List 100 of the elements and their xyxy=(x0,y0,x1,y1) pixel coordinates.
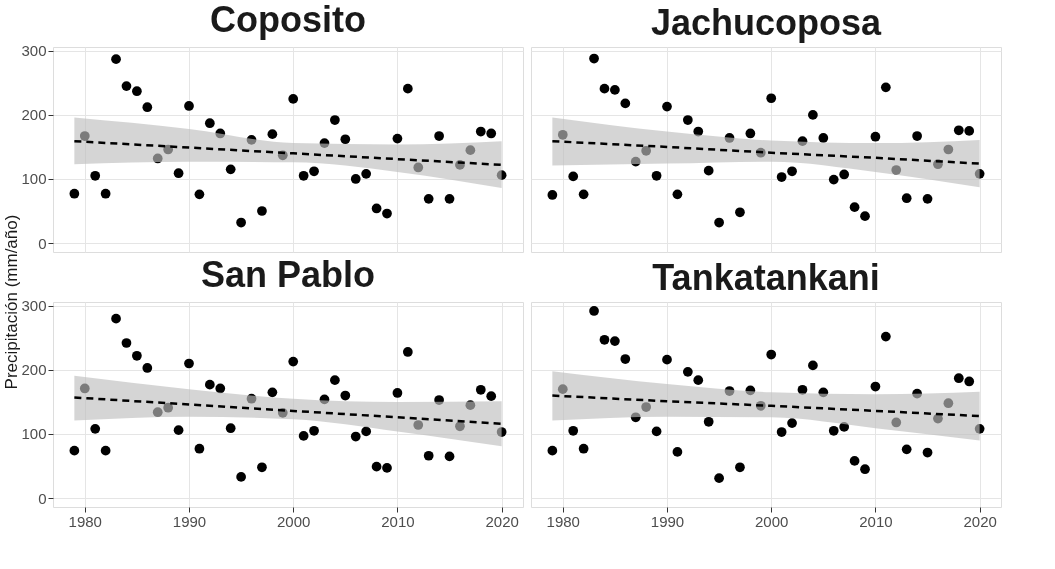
point xyxy=(578,189,589,200)
point xyxy=(672,189,683,200)
point xyxy=(610,85,620,95)
point xyxy=(163,144,174,155)
point xyxy=(413,162,424,173)
point xyxy=(891,165,902,175)
point xyxy=(891,417,902,428)
point xyxy=(953,125,964,136)
point xyxy=(766,93,777,104)
point xyxy=(69,445,80,456)
point xyxy=(735,207,745,218)
x-tick-label: 2020 xyxy=(963,512,997,530)
point xyxy=(79,131,90,141)
point xyxy=(434,131,444,141)
point xyxy=(557,384,568,394)
x-tick-label: 2000 xyxy=(277,512,311,530)
point xyxy=(557,129,568,140)
x-tick-label: 2000 xyxy=(755,512,789,530)
point xyxy=(703,416,714,427)
point xyxy=(152,153,163,164)
point xyxy=(724,133,735,143)
x-tick-label: 1990 xyxy=(172,512,207,530)
point xyxy=(423,450,434,461)
point xyxy=(818,387,829,398)
point xyxy=(880,331,891,342)
point xyxy=(382,463,392,473)
chart-title: San Pablo xyxy=(200,253,376,295)
point xyxy=(371,203,382,214)
point xyxy=(90,170,101,181)
point xyxy=(808,360,818,371)
point xyxy=(309,425,319,436)
y-tick-label: 0 xyxy=(38,489,47,507)
point xyxy=(361,426,372,437)
point xyxy=(309,166,319,177)
point xyxy=(444,193,455,204)
point xyxy=(839,422,850,432)
point xyxy=(714,217,724,228)
point xyxy=(69,188,80,199)
point xyxy=(787,166,797,177)
point xyxy=(745,385,756,396)
point xyxy=(267,387,278,398)
point xyxy=(641,145,652,156)
point xyxy=(766,349,777,360)
point xyxy=(641,402,652,412)
point xyxy=(382,208,392,219)
point xyxy=(964,126,975,136)
point xyxy=(100,445,111,456)
point xyxy=(610,336,620,346)
point xyxy=(933,413,943,424)
point xyxy=(745,128,756,139)
point xyxy=(724,386,735,396)
point xyxy=(423,193,434,204)
point xyxy=(100,188,111,199)
point xyxy=(215,383,226,394)
point xyxy=(392,388,403,398)
chart-title: Coposito xyxy=(210,0,366,40)
point xyxy=(599,83,610,94)
point xyxy=(901,444,912,455)
point xyxy=(132,86,142,97)
point xyxy=(787,418,797,428)
point xyxy=(298,431,309,441)
chart-title: Tankatankani xyxy=(652,257,880,298)
point xyxy=(392,133,403,144)
point xyxy=(568,171,579,182)
point xyxy=(808,110,818,120)
point xyxy=(163,402,174,413)
point xyxy=(288,94,299,104)
point xyxy=(682,115,693,125)
point xyxy=(288,356,299,367)
point xyxy=(184,101,194,111)
point xyxy=(184,358,194,369)
point xyxy=(651,426,662,437)
point xyxy=(236,217,246,228)
point xyxy=(496,170,507,180)
point xyxy=(132,350,142,361)
point xyxy=(330,115,340,125)
point xyxy=(413,420,424,430)
point xyxy=(662,354,672,365)
point xyxy=(444,451,455,462)
point xyxy=(974,423,985,434)
y-tick-label: 100 xyxy=(21,425,47,443)
point xyxy=(194,189,205,200)
point xyxy=(350,174,361,184)
point xyxy=(943,144,954,155)
x-tick-label: 2020 xyxy=(485,512,519,530)
point xyxy=(142,102,153,113)
x-tick-label: 2010 xyxy=(859,512,893,530)
point xyxy=(599,334,610,345)
point xyxy=(111,313,121,324)
point xyxy=(912,388,922,399)
point xyxy=(90,423,101,434)
x-tick-label: 2010 xyxy=(381,512,415,530)
point xyxy=(350,431,361,442)
point xyxy=(319,138,330,148)
point xyxy=(839,169,850,180)
point xyxy=(496,427,507,437)
point xyxy=(703,165,714,176)
point xyxy=(589,53,599,64)
point xyxy=(828,425,839,436)
point xyxy=(922,193,933,204)
